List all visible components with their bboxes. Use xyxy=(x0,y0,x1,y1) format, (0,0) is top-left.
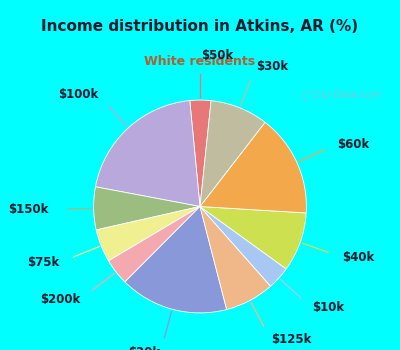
Wedge shape xyxy=(96,206,200,261)
Wedge shape xyxy=(200,122,306,213)
Text: $100k: $100k xyxy=(58,89,98,101)
Text: $125k: $125k xyxy=(271,334,311,346)
Text: $75k: $75k xyxy=(27,256,60,269)
Wedge shape xyxy=(125,206,227,313)
Wedge shape xyxy=(200,206,286,286)
Wedge shape xyxy=(200,206,306,269)
Text: $200k: $200k xyxy=(40,293,81,306)
Wedge shape xyxy=(108,206,200,282)
Wedge shape xyxy=(200,101,265,206)
Wedge shape xyxy=(200,206,270,309)
Wedge shape xyxy=(190,100,211,206)
Text: $10k: $10k xyxy=(312,301,344,314)
Text: $50k: $50k xyxy=(201,49,233,62)
Text: ⓘ City-Data.com: ⓘ City-Data.com xyxy=(302,90,380,100)
Text: $30k: $30k xyxy=(256,60,288,73)
Wedge shape xyxy=(96,100,200,206)
Text: $20k: $20k xyxy=(128,346,160,350)
Text: Income distribution in Atkins, AR (%): Income distribution in Atkins, AR (%) xyxy=(42,19,358,34)
Text: $60k: $60k xyxy=(338,138,370,150)
Text: $150k: $150k xyxy=(8,203,49,216)
Text: White residents: White residents xyxy=(144,55,256,69)
Text: $40k: $40k xyxy=(342,251,374,264)
Wedge shape xyxy=(94,187,200,230)
